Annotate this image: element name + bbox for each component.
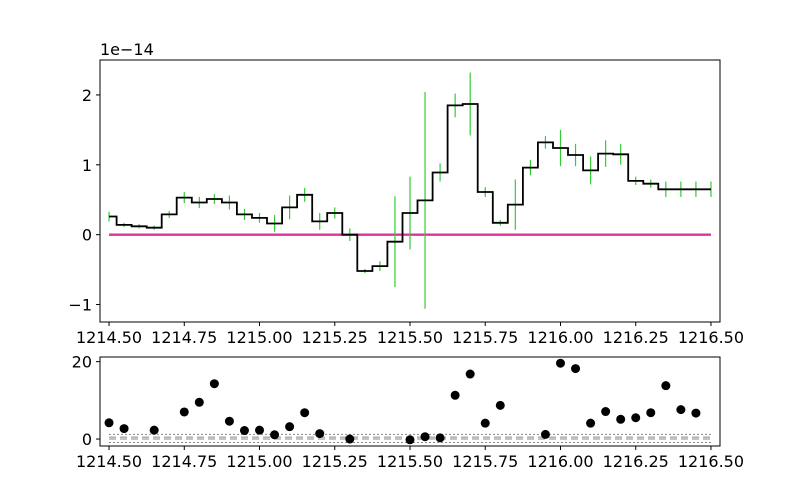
residual-point xyxy=(119,424,129,434)
residual-point xyxy=(555,358,565,368)
spectrum-panel: 1214.50 1214.75 1215.00 1215.25 1215.50 1215.… xyxy=(68,40,744,347)
residual-point xyxy=(179,407,189,417)
spectrum-x-tick-label: 1214.75 xyxy=(151,328,217,347)
spectrum-series xyxy=(108,72,712,309)
residual-point xyxy=(601,407,611,417)
residual-point xyxy=(104,418,114,428)
spectrum-x-tick-label: 1214.50 xyxy=(76,328,142,347)
residual-point xyxy=(149,425,159,435)
residual-point xyxy=(239,426,249,436)
residual-point xyxy=(209,379,219,389)
spectrum-x-tick-label: 1216.00 xyxy=(527,328,593,347)
residual-point xyxy=(540,429,550,439)
residual-point xyxy=(255,425,265,435)
spectrum-y-tick-label: 2 xyxy=(82,86,92,105)
spectrum-y-tick-label: −1 xyxy=(68,296,92,315)
residual-x-tick-label: 1216.50 xyxy=(678,452,744,471)
y-offset-label: 1e−14 xyxy=(100,40,154,59)
spectrum-x-tick-label: 1215.75 xyxy=(452,328,518,347)
residual-point xyxy=(586,418,596,428)
residual-point xyxy=(285,422,295,432)
residual-x-tick-label: 1215.75 xyxy=(452,452,518,471)
residual-x-tick-label: 1215.50 xyxy=(377,452,443,471)
spectrum-x-tick-label: 1215.50 xyxy=(377,328,443,347)
residual-y-tick-label: 0 xyxy=(82,430,92,449)
spectrum-y-tick-label: 0 xyxy=(82,226,92,245)
spectrum-x-tick-label: 1216.25 xyxy=(603,328,669,347)
residual-point xyxy=(495,400,505,410)
residual-point xyxy=(646,408,656,418)
residual-point xyxy=(676,405,686,415)
flux-step-line xyxy=(109,103,711,272)
residual-panel: 1214.50 1214.75 1215.00 1215.25 1215.50 1215.… xyxy=(72,353,744,471)
residual-axes: 1214.50 1214.75 1215.00 1215.25 1215.50 1215.… xyxy=(72,353,744,471)
residual-point xyxy=(480,418,490,428)
residual-point xyxy=(631,413,641,423)
spectrum-x-tick-label: 1215.00 xyxy=(226,328,292,347)
residual-point xyxy=(450,390,460,400)
residual-x-tick-label: 1216.00 xyxy=(527,452,593,471)
residual-x-tick-label: 1214.75 xyxy=(151,452,217,471)
spectrum-y-tick-label: 1 xyxy=(82,156,92,175)
residual-point xyxy=(465,369,475,379)
residual-x-tick-label: 1215.00 xyxy=(226,452,292,471)
residual-point xyxy=(315,429,325,439)
residual-point xyxy=(224,416,234,426)
residual-x-tick-label: 1215.25 xyxy=(302,452,368,471)
residual-point xyxy=(616,414,626,424)
residual-series xyxy=(104,358,711,445)
spectrum-axes: 1214.50 1214.75 1215.00 1215.25 1215.50 1215.… xyxy=(68,86,744,347)
residual-point xyxy=(270,430,280,440)
residual-point xyxy=(194,397,204,407)
residual-point xyxy=(345,434,355,444)
residual-y-tick-label: 20 xyxy=(72,353,92,372)
spectrum-x-tick-label: 1215.25 xyxy=(302,328,368,347)
residual-point xyxy=(405,435,415,445)
spectrum-x-tick-label: 1216.50 xyxy=(678,328,744,347)
residual-x-tick-label: 1214.50 xyxy=(76,452,142,471)
residual-point xyxy=(300,408,310,418)
residual-point xyxy=(661,381,671,391)
residual-point xyxy=(420,432,430,442)
residual-point xyxy=(435,433,445,443)
residual-point xyxy=(571,364,581,374)
residual-point xyxy=(691,408,701,418)
residual-x-tick-label: 1216.25 xyxy=(603,452,669,471)
